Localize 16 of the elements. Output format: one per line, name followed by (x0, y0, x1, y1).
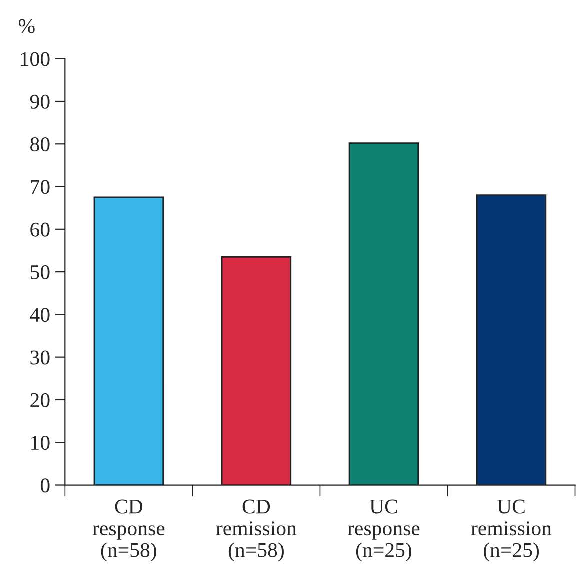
y-tick-label: 0 (40, 478, 50, 493)
y-tick-label: 90 (30, 94, 50, 109)
x-tick-label: CD remission (n=58) (216, 500, 297, 562)
x-tick-label: UC remission (n=25) (471, 500, 552, 562)
y-tick-label: 50 (30, 265, 50, 280)
y-tick-label: 30 (30, 350, 50, 365)
y-tick-label: 100 (21, 52, 50, 66)
x-tick-label: CD response (n=58) (92, 500, 165, 562)
y-tick-label: 70 (31, 180, 50, 194)
y-tick-label: 80 (30, 138, 50, 152)
x-tick-label: UC response (n=25) (348, 500, 420, 562)
y-tick-label: 20 (30, 393, 50, 408)
y-axis-title: % (18, 19, 35, 34)
y-tick-label: 60 (30, 222, 50, 237)
y-tick-label: 10 (32, 436, 50, 450)
y-tick-label: 40 (30, 308, 50, 322)
